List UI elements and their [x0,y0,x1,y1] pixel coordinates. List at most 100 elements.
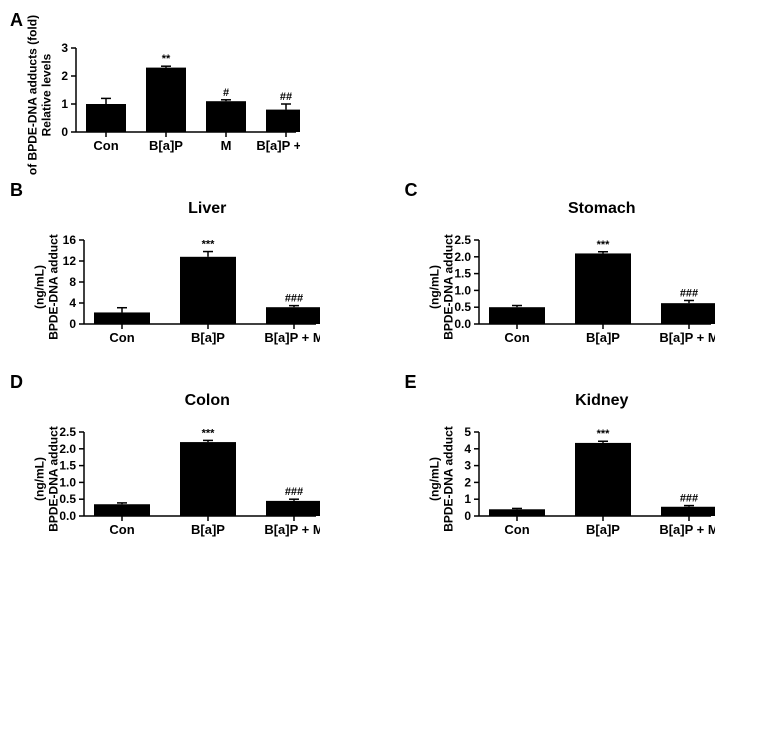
panel-c: C Stomach (ng/mL) BPDE-DNA adduct 0.0 0.5… [405,180,770,352]
panel-b-chart: (ng/mL) BPDE-DNA adduct 0481216ConB[a]P*… [40,222,375,352]
svg-text:***: *** [596,239,610,251]
panel-c-title: Stomach [435,200,770,218]
panel-b-svg: 0 4 8 12 16 Con B[a]P *** B[a]P + M ### [40,222,320,352]
svg-text:B[a]P + M: B[a]P + M [264,330,320,345]
svg-text:B[a]P + M: B[a]P + M [659,522,715,537]
panel-e-chart-wrap: Kidney (ng/mL) BPDE-DNA adduct 012345Con… [435,392,770,544]
svg-text:Con: Con [504,522,529,537]
panel-d-ylabel-line1: BPDE-DNA adduct [47,426,61,532]
panel-e-svg: 0 1 2 3 4 5 Con B[a]P *** B[a]P + M ### [435,414,715,544]
panel-b-ylabel-line2: (ng/mL) [32,265,46,309]
svg-text:Con: Con [504,330,529,345]
svg-text:B[a]P: B[a]P [586,522,620,537]
panel-e-ylabel-line2: (ng/mL) [427,457,441,501]
panel-b-title: Liver [40,200,375,218]
svg-text:0.5: 0.5 [454,300,471,314]
panel-a-chart-wrap: of BPDE-DNA adducts (fold) Relative leve… [40,30,375,160]
svg-text:3: 3 [464,459,471,473]
panel-b-chart-wrap: Liver (ng/mL) BPDE-DNA adduct 0481216Con… [40,200,375,352]
panel-d-label: D [10,372,23,393]
svg-text:2: 2 [464,475,471,489]
svg-text:Con: Con [93,138,118,153]
svg-text:12: 12 [63,254,77,268]
panel-c-chart: (ng/mL) BPDE-DNA adduct 0.00.51.01.52.02… [435,222,770,352]
svg-text:1.5: 1.5 [454,267,471,281]
svg-text:0: 0 [61,125,68,139]
panel-e: E Kidney (ng/mL) BPDE-DNA adduct 0 1 2 3 4 5 C… [405,372,770,544]
svg-text:Con: Con [109,330,134,345]
svg-text:2.0: 2.0 [59,442,76,456]
panel-d: D Colon (ng/mL) BPDE-DNA adduct 0.0 0.5 1.… [10,372,375,544]
panel-a-chart: of BPDE-DNA adducts (fold) Relative leve… [40,30,375,160]
svg-text:8: 8 [69,275,76,289]
svg-text:5: 5 [464,425,471,439]
svg-text:#: # [223,87,229,99]
svg-text:2.5: 2.5 [59,425,76,439]
panel-d-chart-wrap: Colon (ng/mL) BPDE-DNA adduct 0.00.51.01… [40,392,375,544]
svg-text:16: 16 [63,233,77,247]
svg-text:2.5: 2.5 [454,233,471,247]
svg-text:0.0: 0.0 [59,509,76,523]
svg-text:B[a]P: B[a]P [191,522,225,537]
panel-d-ylabel: (ng/mL) BPDE-DNA adduct [32,426,61,532]
svg-text:4: 4 [464,442,471,456]
panel-e-ylabel: (ng/mL) BPDE-DNA adduct [427,426,456,532]
svg-text:***: *** [202,427,216,439]
svg-text:1.0: 1.0 [454,283,471,297]
svg-text:3: 3 [61,41,68,55]
panel-c-ylabel-line2: (ng/mL) [427,265,441,309]
svg-text:##: ## [280,91,292,103]
panel-c-ylabel-line1: BPDE-DNA adduct [441,234,455,340]
panel-b-ylabel-line1: BPDE-DNA adduct [47,234,61,340]
svg-text:1.5: 1.5 [59,459,76,473]
svg-text:B[a]P + M: B[a]P + M [256,138,300,153]
panel-c-label: C [405,180,418,201]
panel-d-chart: (ng/mL) BPDE-DNA adduct 0.00.51.01.52.02… [40,414,375,544]
panel-a-ylabel: of BPDE-DNA adducts (fold) Relative leve… [26,15,55,175]
panel-b: B Liver (ng/mL) BPDE-DNA adduct 0 4 8 12 16 C… [10,180,375,352]
panel-a-svg: 0 1 2 3 Con B[a]P ** M # B[a]P + M ## [40,30,300,160]
svg-text:B[a]P + M: B[a]P + M [264,522,320,537]
panel-c-chart-wrap: Stomach (ng/mL) BPDE-DNA adduct 0.00.51.… [435,200,770,352]
svg-text:***: *** [202,239,216,251]
svg-text:B[a]P: B[a]P [586,330,620,345]
panel-d-svg: 0.0 0.5 1.0 1.5 2.0 2.5 Con B[a]P *** B[a]P + M ##… [40,414,320,544]
svg-text:1: 1 [464,492,471,506]
svg-text:0: 0 [464,509,471,523]
panel-d-title: Colon [40,392,375,410]
svg-text:###: ### [679,287,697,299]
panel-c-ylabel: (ng/mL) BPDE-DNA adduct [427,234,456,340]
panel-d-ylabel-line2: (ng/mL) [32,457,46,501]
svg-text:###: ### [285,293,303,305]
figure-grid: A of BPDE-DNA adducts (fold) Relative le… [10,10,769,544]
svg-text:###: ### [285,486,303,498]
svg-text:###: ### [679,493,697,505]
svg-text:0.5: 0.5 [59,492,76,506]
panel-a-label: A [10,10,23,31]
svg-text:B[a]P + M: B[a]P + M [659,330,715,345]
svg-text:B[a]P: B[a]P [191,330,225,345]
panel-e-label: E [405,372,417,393]
panel-c-svg: 0.0 0.5 1.0 1.5 2.0 2.5 Con B[a]P *** B[a]P + M ##… [435,222,715,352]
panel-a-ylabel-line2: of BPDE-DNA adducts (fold) [26,15,40,175]
panel-a-ylabel-line1: Relative levels [40,54,54,137]
panel-b-ylabel: (ng/mL) BPDE-DNA adduct [32,234,61,340]
svg-text:M: M [221,138,232,153]
svg-text:1: 1 [61,97,68,111]
svg-text:1.0: 1.0 [59,475,76,489]
svg-text:B[a]P: B[a]P [149,138,183,153]
panel-e-ylabel-line1: BPDE-DNA adduct [441,426,455,532]
panel-e-title: Kidney [435,392,770,410]
panel-a: A of BPDE-DNA adducts (fold) Relative le… [10,10,375,160]
svg-text:***: *** [596,428,610,440]
svg-text:2: 2 [61,69,68,83]
svg-text:4: 4 [69,296,76,310]
svg-text:0: 0 [69,317,76,331]
panel-b-label: B [10,180,23,201]
svg-text:**: ** [162,53,171,65]
svg-text:2.0: 2.0 [454,250,471,264]
svg-text:Con: Con [109,522,134,537]
svg-text:0.0: 0.0 [454,317,471,331]
spacer-row1 [405,10,770,160]
panel-e-chart: (ng/mL) BPDE-DNA adduct 012345ConB[a]P**… [435,414,770,544]
